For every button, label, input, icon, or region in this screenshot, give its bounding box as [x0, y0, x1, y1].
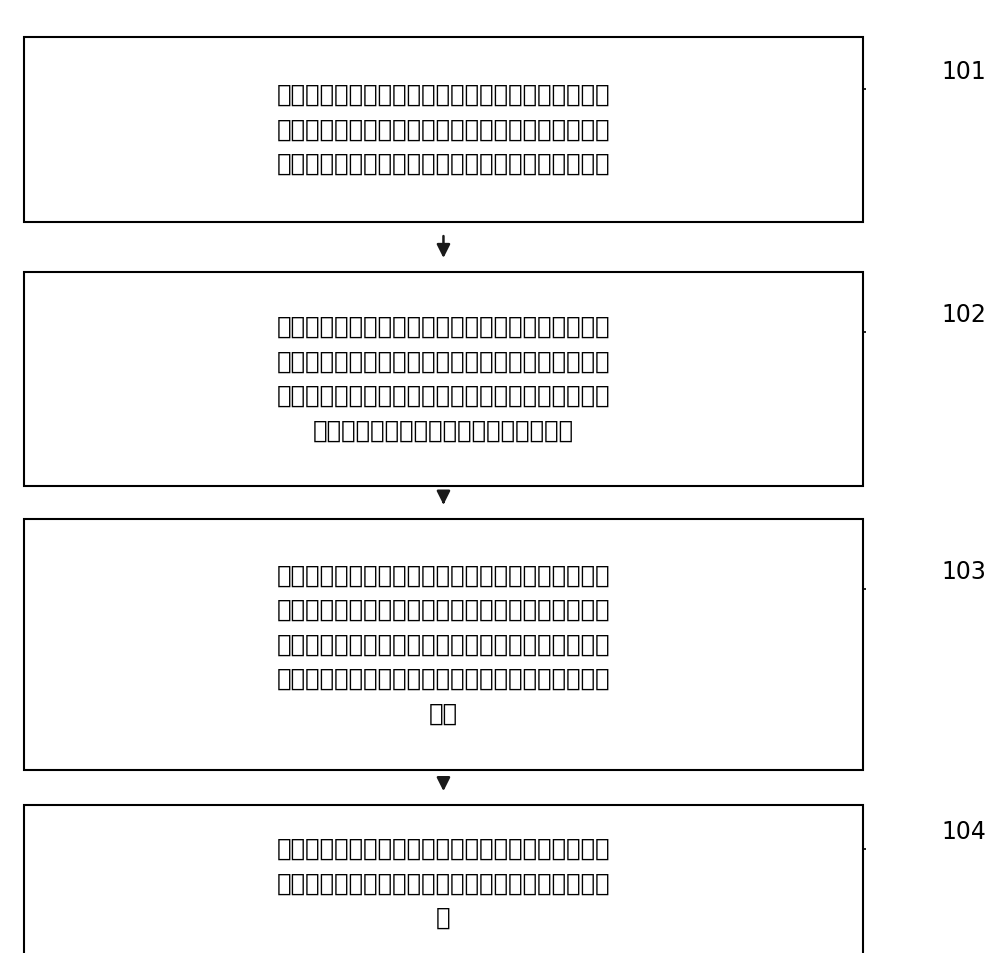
Bar [24, 37, 863, 222]
Text: 103: 103 [942, 561, 987, 585]
Text: 根据所述目标用户的第一未浏览信息集合中的每个第
一未浏览信息的第三感情倾向与所述第三感情强度，
确定与所述目标用户对不同第一历史浏览信息的所述
第二感情倾向及第: 根据所述目标用户的第一未浏览信息集合中的每个第 一未浏览信息的第三感情倾向与所述… [277, 564, 610, 725]
Text: 根据所述第一历史浏览记录、所述观点信息、所述不
同第一历史浏览信息的第一感情倾向及所述第一感情
强度，计算目标用户对不同信息类别的所述第一历史
浏览信息的第二感: 根据所述第一历史浏览记录、所述观点信息、所述不 同第一历史浏览信息的第一感情倾向… [277, 315, 610, 442]
Text: 102: 102 [942, 303, 987, 327]
Bar [24, 519, 863, 770]
Text: 101: 101 [942, 60, 986, 84]
Text: 104: 104 [942, 820, 987, 844]
Text: 获取第一历史浏览记录及所述第一历史浏览记录中的
每个第一历史浏览信息的观点信息；其中，历史浏览
记录中包含信息类别、第一情感倾向及第一情感强度: 获取第一历史浏览记录及所述第一历史浏览记录中的 每个第一历史浏览信息的观点信息；… [277, 83, 610, 176]
Text: 根据所述第二未浏览信息集合生成推荐信息集合，在
所述推荐信息集合中确定所述第一未浏览信息进行推
送: 根据所述第二未浏览信息集合生成推荐信息集合，在 所述推荐信息集合中确定所述第一未… [277, 837, 610, 930]
Bar [24, 272, 863, 485]
Bar [24, 806, 863, 957]
